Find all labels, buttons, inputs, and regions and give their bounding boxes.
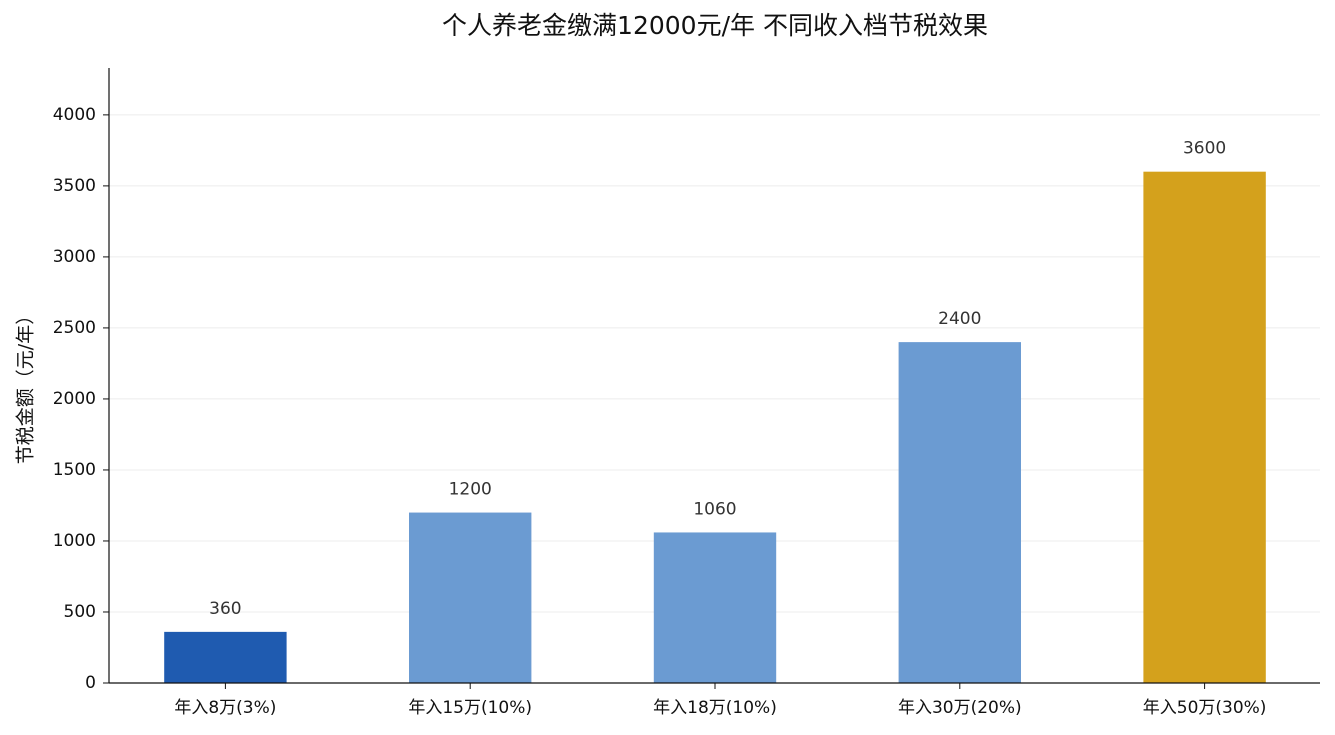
value-label: 360 — [209, 599, 241, 619]
value-label: 3600 — [1183, 139, 1226, 159]
bar — [653, 532, 777, 683]
y-tick-label: 500 — [64, 602, 96, 622]
bar — [409, 512, 532, 683]
x-tick-label: 年入18万(10%) — [653, 698, 777, 718]
bar — [164, 631, 287, 683]
x-tick-label: 年入30万(20%) — [898, 698, 1022, 718]
y-tick-label: 2500 — [53, 318, 96, 338]
bar — [1143, 171, 1266, 684]
y-tick-label: 2000 — [53, 389, 96, 409]
x-tick-label: 年入50万(30%) — [1143, 698, 1267, 718]
chart-title: 个人养老金缴满12000元/年 不同收入档节税效果 — [442, 11, 988, 40]
bar — [898, 342, 1021, 683]
y-tick-label: 4000 — [53, 105, 96, 125]
x-tick-label: 年入8万(3%) — [174, 698, 276, 718]
y-tick-label: 1500 — [53, 460, 96, 480]
y-axis-label: 节税金额（元/年） — [15, 306, 37, 464]
value-label: 1200 — [449, 480, 492, 500]
y-tick-label: 3000 — [53, 247, 96, 267]
x-tick-label: 年入15万(10%) — [408, 698, 532, 718]
y-tick-label: 3500 — [53, 176, 96, 196]
y-tick-label: 1000 — [53, 531, 96, 551]
value-label: 2400 — [938, 309, 981, 329]
y-tick-label: 0 — [85, 673, 96, 693]
value-label: 1060 — [693, 499, 736, 519]
